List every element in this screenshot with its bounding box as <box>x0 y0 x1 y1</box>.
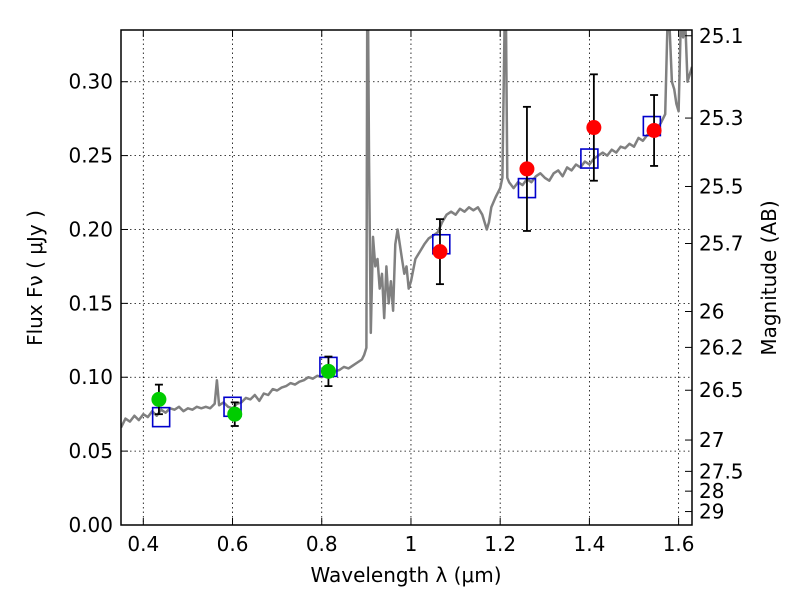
axis-ticks: 0.4 0.6 0.8 1 1.2 1.4 1.6 0.00 0.05 0.10 0.15 0.20 0… <box>68 24 743 556</box>
x-tick-label: 0.6 <box>217 532 249 556</box>
x-tick-label: 1.2 <box>484 532 516 556</box>
model-band-square <box>151 406 171 428</box>
observed-flux-point <box>586 120 602 136</box>
y-axis-title: Flux Fν ( μJy ) <box>23 210 47 346</box>
mag-tick-label: 27.5 <box>699 459 744 483</box>
x-tick-label: 0.8 <box>306 532 338 556</box>
mag-tick-label: 26.2 <box>699 335 744 359</box>
mag-tick-label: 26 <box>699 299 724 323</box>
data-layer <box>121 30 692 429</box>
mag-tick-label: 28 <box>699 479 724 503</box>
mag-tick-label: 27 <box>699 428 724 452</box>
model-spectrum-line <box>121 30 692 429</box>
y-tick-label: 0.25 <box>68 144 113 168</box>
mag-tick-label: 29 <box>699 500 724 524</box>
model-band-square <box>580 148 599 169</box>
observed-flux-point <box>320 363 336 379</box>
observed-flux-point <box>519 161 535 177</box>
y-tick-label: 0.10 <box>68 365 113 389</box>
x-tick-label: 1.6 <box>663 532 695 556</box>
observed-flux-point <box>151 391 167 407</box>
mag-tick-label: 25.1 <box>699 24 744 48</box>
observed-flux-point <box>432 244 448 260</box>
grid-lines <box>121 30 692 526</box>
plot-frame <box>120 29 693 526</box>
right-axis-title: Magnitude (AB) <box>757 200 781 355</box>
y-tick-label: 0.15 <box>68 291 113 315</box>
y-tick-label: 0.00 <box>68 513 113 537</box>
mag-tick-label: 25.5 <box>699 174 744 198</box>
y-tick-label: 0.20 <box>68 217 113 241</box>
mag-tick-label: 25.3 <box>699 106 744 130</box>
x-tick-label: 1.4 <box>573 532 605 556</box>
x-tick-label: 1 <box>405 532 418 556</box>
mag-tick-label: 26.5 <box>699 378 744 402</box>
observed-flux-point <box>646 122 662 138</box>
x-axis-title: Wavelength λ (μm) <box>310 563 501 587</box>
mag-tick-label: 25.7 <box>699 232 744 256</box>
y-tick-label: 0.05 <box>68 439 113 463</box>
x-tick-label: 0.4 <box>127 532 159 556</box>
y-tick-label: 0.30 <box>68 70 113 94</box>
observed-flux-point <box>227 406 243 422</box>
